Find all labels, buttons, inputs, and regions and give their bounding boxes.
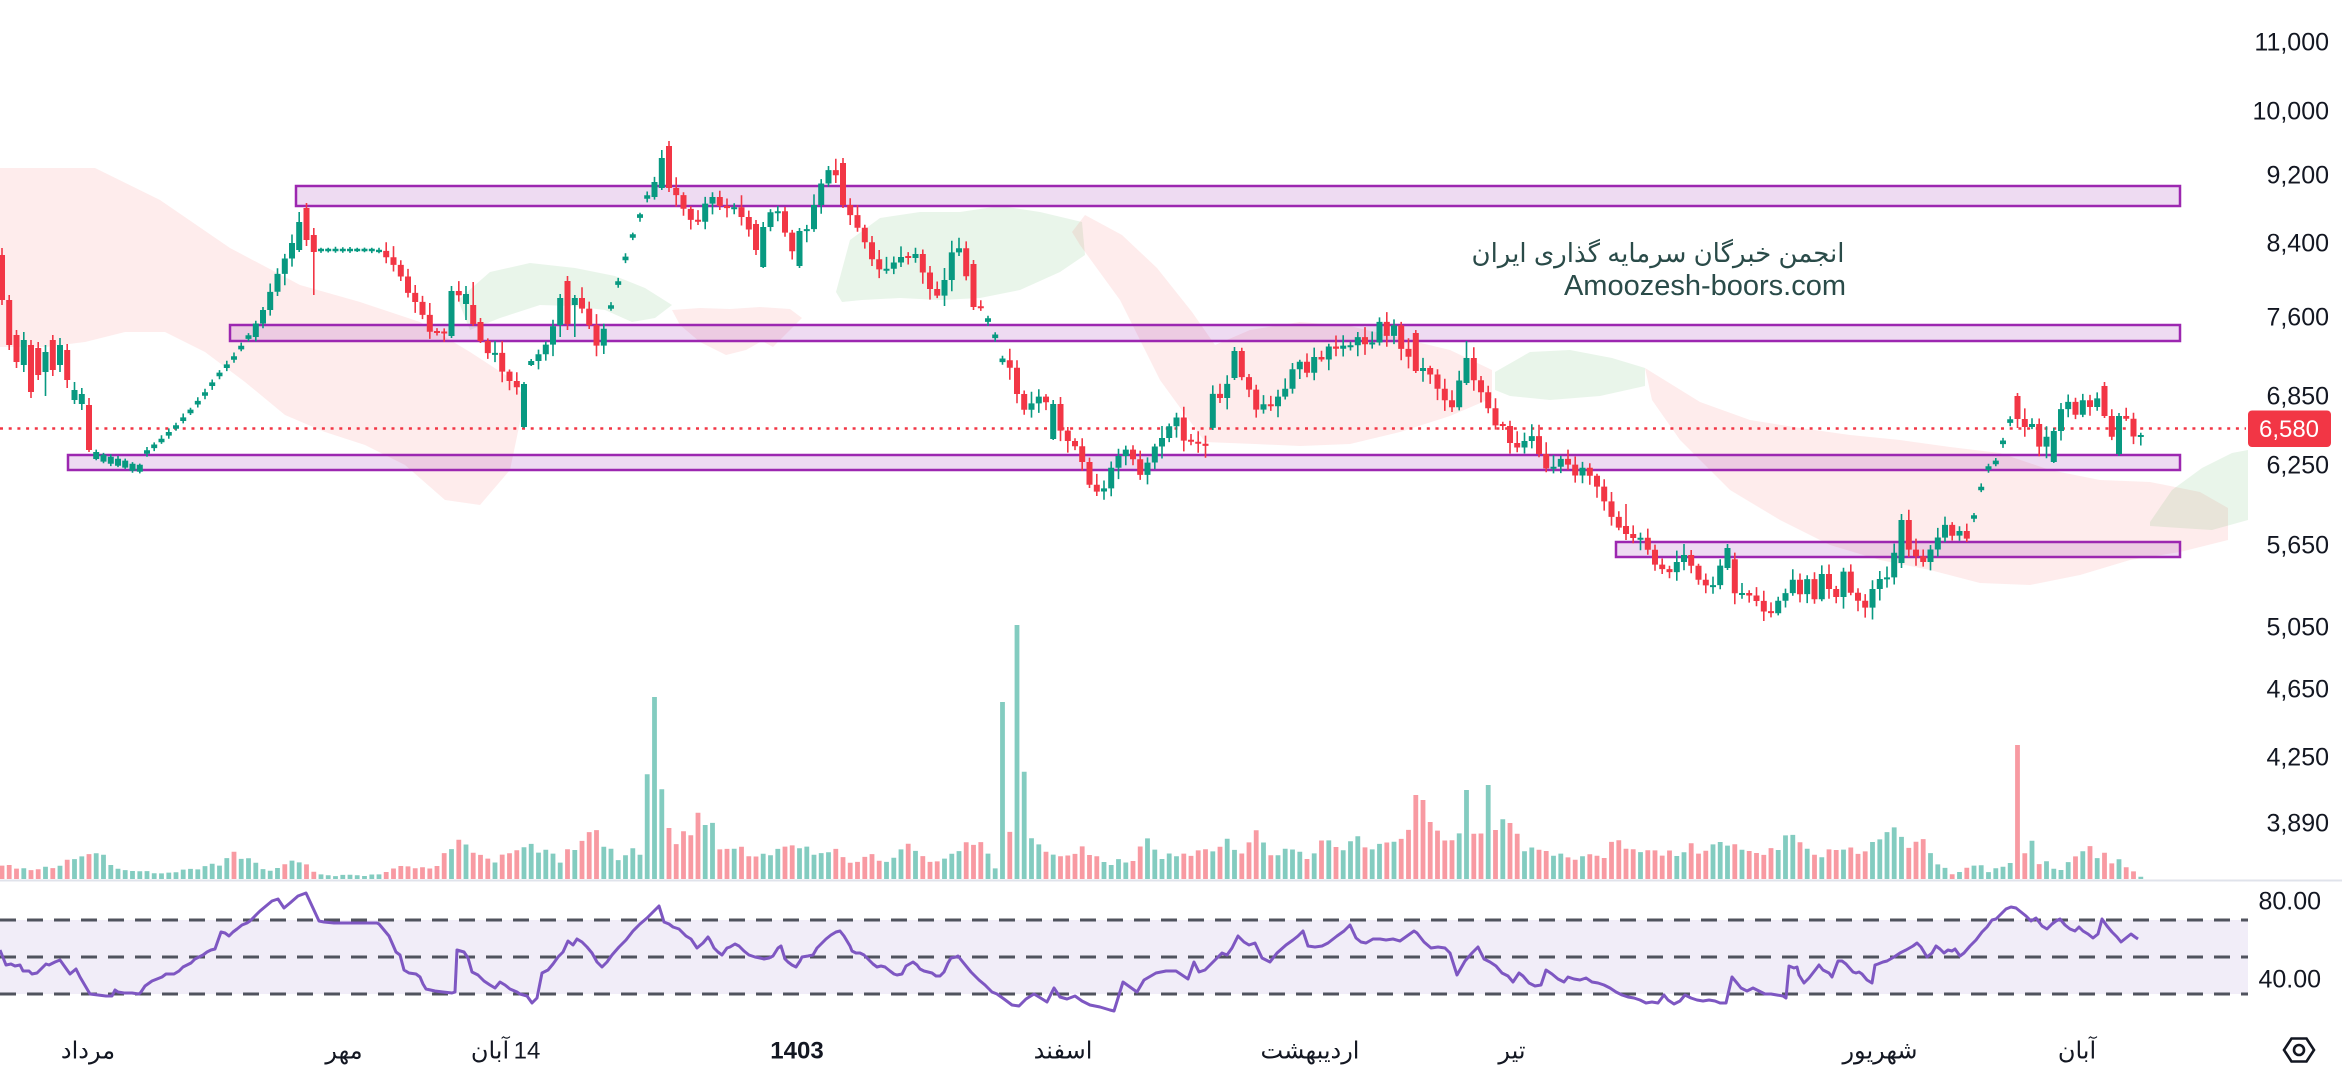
svg-text:5,050: 5,050 <box>2266 614 2329 642</box>
svg-text:مرداد: مرداد <box>61 1038 115 1065</box>
svg-text:80.00: 80.00 <box>2258 888 2321 916</box>
svg-text:7,600: 7,600 <box>2266 304 2329 332</box>
svg-text:1403: 1403 <box>770 1038 823 1065</box>
svg-text:6,580: 6,580 <box>2259 416 2319 443</box>
svg-text:6,250: 6,250 <box>2266 452 2329 480</box>
svg-text:مهر: مهر <box>324 1038 362 1065</box>
svg-text:4,650: 4,650 <box>2266 676 2329 704</box>
svg-text:آبان: آبان <box>471 1036 511 1065</box>
svg-text:شهریور: شهریور <box>1841 1038 1917 1065</box>
svg-text:14: 14 <box>514 1038 541 1065</box>
svg-text:10,000: 10,000 <box>2253 98 2329 126</box>
svg-text:تیر: تیر <box>1497 1038 1525 1065</box>
svg-text:8,400: 8,400 <box>2266 230 2329 258</box>
svg-text:11,000: 11,000 <box>2254 29 2329 57</box>
svg-text:اردیبهشت: اردیبهشت <box>1261 1038 1360 1065</box>
svg-text:انجمن خبرگان سرمایه گذاری ایرا: انجمن خبرگان سرمایه گذاری ایران <box>1471 238 1844 269</box>
svg-text:4,250: 4,250 <box>2266 744 2329 772</box>
svg-text:اسفند: اسفند <box>1034 1038 1093 1065</box>
svg-text:آبان: آبان <box>2058 1036 2098 1065</box>
svg-text:9,200: 9,200 <box>2266 162 2329 190</box>
svg-text:6,850: 6,850 <box>2266 383 2329 411</box>
svg-text:5,650: 5,650 <box>2266 532 2329 560</box>
svg-text:Amoozesh-boors.com: Amoozesh-boors.com <box>1564 270 1846 302</box>
svg-text:40.00: 40.00 <box>2258 966 2321 994</box>
svg-text:3,890: 3,890 <box>2266 810 2329 838</box>
